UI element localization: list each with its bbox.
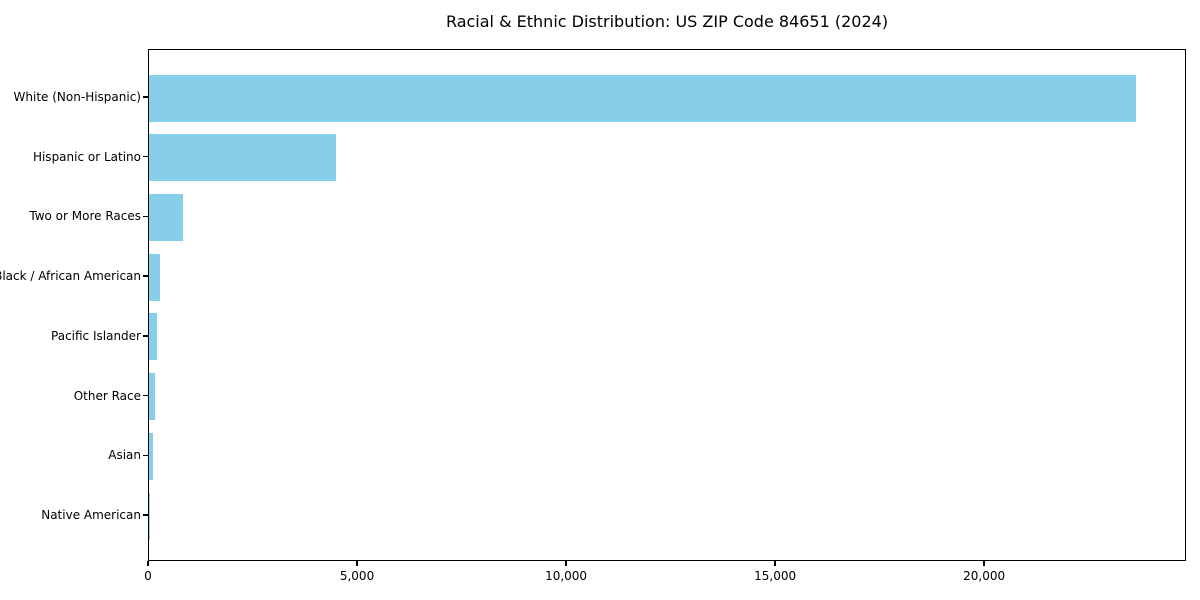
x-tick-mark: [983, 561, 985, 566]
y-tick-mark: [143, 96, 148, 98]
y-tick-label: Other Race: [73, 388, 141, 403]
bar: [149, 373, 156, 421]
bar: [149, 492, 150, 540]
bar: [149, 74, 1136, 122]
plot-area: [148, 49, 1186, 561]
bar: [149, 432, 153, 480]
x-tick-label: 20,000: [963, 569, 1006, 583]
y-tick-label: Hispanic or Latino: [32, 149, 141, 164]
y-tick-mark: [143, 215, 148, 218]
y-tick-label: Two or More Races: [29, 209, 141, 224]
chart-title: Racial & Ethnic Distribution: US ZIP Cod…: [445, 12, 889, 31]
x-tick-label: 15,000: [754, 569, 797, 583]
y-tick-label: Black / African American: [0, 269, 141, 284]
x-tick-mark: [565, 561, 567, 566]
x-tick-label: 10,000: [545, 569, 588, 583]
y-tick-mark: [143, 275, 148, 277]
bar: [149, 134, 337, 182]
x-tick-label: 0: [144, 569, 152, 583]
y-tick-label: Pacific Islander: [51, 328, 141, 343]
bar: [149, 253, 161, 301]
y-tick-mark: [143, 156, 148, 158]
y-tick-mark: [143, 514, 148, 516]
y-tick-label: Asian: [108, 448, 141, 463]
x-tick-label: 5,000: [339, 569, 375, 583]
bar: [149, 193, 184, 241]
x-tick-mark: [147, 561, 149, 566]
y-tick-mark: [143, 335, 148, 337]
y-tick-label: Native American: [41, 508, 141, 522]
x-tick-mark: [356, 561, 358, 566]
y-tick-mark: [143, 394, 148, 397]
y-tick-mark: [143, 454, 148, 456]
bar: [149, 313, 157, 361]
x-tick-mark: [774, 561, 776, 566]
y-tick-label: White (Non-Hispanic): [13, 90, 141, 104]
